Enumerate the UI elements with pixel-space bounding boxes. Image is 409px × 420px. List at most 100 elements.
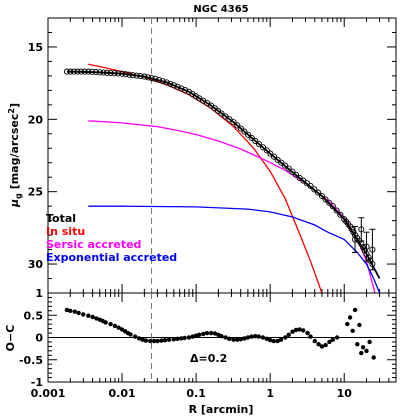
residual-point [347,315,353,320]
residual-point [143,338,149,343]
data-point [85,68,92,75]
curve-exponential-accreted [88,205,381,293]
data-point [107,69,114,77]
residual-point [371,355,376,360]
residual-point [190,334,195,339]
data-point [218,110,225,117]
residual-point [112,323,118,329]
ylabel-main: μ [8,199,21,208]
data-point [126,71,133,78]
residual-point [223,335,228,340]
residual-point [301,328,306,333]
residual-point [132,334,138,339]
y-tick-label: 1 [35,287,43,300]
top-x-ticks [47,18,397,293]
data-point [178,85,185,92]
residual-point [334,335,340,340]
residual-point [159,338,164,343]
residual-point [238,337,243,342]
data-point [311,186,318,193]
residual-point [330,337,335,342]
data-point [100,69,107,76]
legend-sersic-accreted: Sersic accreted [46,238,141,251]
residual-point [227,336,232,341]
residual-point [256,334,261,339]
residual-point [201,331,206,337]
residual-point [297,327,302,332]
residual-point [86,313,91,318]
residual-point [352,307,358,313]
data-point [315,189,322,196]
data-point [263,147,270,154]
data-point [129,72,136,79]
residual-point [308,334,313,339]
data-point [278,159,285,166]
residual-point [242,336,247,341]
residual-point [64,307,70,313]
data-point [292,171,300,178]
residual-point [171,337,176,342]
residual-point [305,330,310,336]
data-point [89,68,96,75]
data-point [170,82,177,89]
model-curves [66,63,381,293]
data-point [245,131,252,138]
data-point [252,137,259,145]
residual-point [212,331,218,336]
data-point [361,247,368,254]
chart-title: NGC 4365 [193,4,248,15]
residual-point [166,337,172,342]
error-point [358,226,365,233]
data-point [248,134,255,141]
data-point [63,68,70,75]
y-tick-label: 0 [35,332,43,345]
residual-point [219,334,224,339]
residual-point [290,329,295,334]
x-axis-label: R [arcmin] [189,403,254,416]
data-point [256,141,263,148]
data-point [274,156,281,163]
residual-point [253,334,258,339]
data-point [289,168,296,175]
residual-point [204,330,210,336]
residual-point [179,336,184,341]
data-point [348,226,355,233]
error-point [369,246,376,253]
delta-annotation: Δ=0.2 [190,352,227,365]
residual-point [151,338,157,344]
data-point [67,68,74,75]
residual-point [360,345,366,350]
residual-point [264,336,269,341]
residual-point [278,337,284,342]
residual-point [367,339,372,345]
data-point [230,119,237,126]
y-tick-label: 20 [28,113,44,126]
residual-point [359,350,364,356]
residual-point [355,342,360,347]
data-point [81,68,88,75]
data-point [365,254,372,261]
residual-point [128,332,133,337]
residual-point [249,334,254,339]
residual-point [108,321,113,327]
data-point [74,68,81,75]
data-point [159,78,166,85]
top-y-ticks: 15 20 25 30 [28,31,396,280]
x-tick-label: 0.01 [108,387,135,400]
data-point [133,72,140,79]
data-point [270,153,278,160]
data-point [148,75,155,82]
data-point [119,70,126,77]
residual-point [72,309,78,314]
legend-in-situ: In situ [46,225,85,238]
bottom-panel: -1 -0.5 0 0.5 1 Δ=0.2 O−C [4,287,397,389]
residual-point [94,316,99,321]
residual-point [293,327,299,333]
residual-point [327,339,332,345]
residual-point [162,338,168,343]
residual-point [283,335,288,340]
data-point [174,83,181,90]
data-point [329,203,336,210]
